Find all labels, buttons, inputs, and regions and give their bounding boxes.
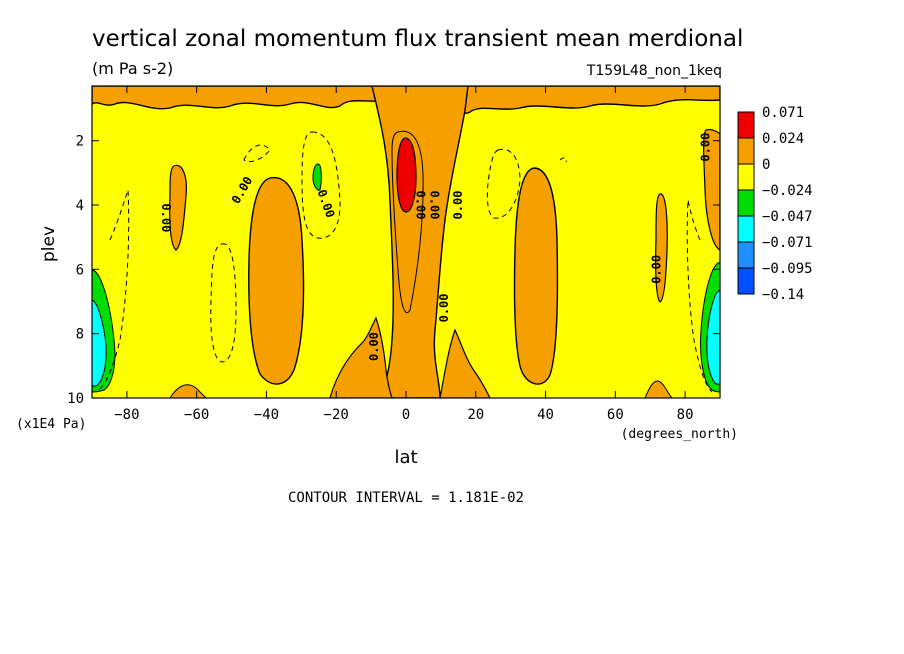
legend-swatch	[737, 137, 755, 165]
y-tick-label: 8	[76, 327, 84, 343]
fill-sh-tongue	[169, 164, 187, 251]
chart-units: (m Pa s-2)	[92, 59, 173, 78]
legend-label: −0.024	[762, 183, 813, 199]
dashed-contour-nh-edge	[686, 199, 713, 393]
legend-label: −0.071	[762, 235, 813, 251]
fill-lower-nh	[439, 328, 491, 398]
x-tick-label: −80	[114, 407, 139, 423]
color-legend: 0.071 0.024 0 −0.024 −0.047 −0.071 −0.095 −0.14	[737, 105, 813, 303]
legend-label: −0.095	[762, 261, 813, 277]
contour-equator-inner	[391, 130, 424, 313]
contour-label: 0.00	[451, 191, 465, 220]
chart-title: vertical zonal momentum flux transient m…	[92, 26, 743, 52]
legend-label: −0.047	[762, 209, 813, 225]
y-tick-label: 10	[67, 391, 84, 407]
dashed-contour-nh-upper	[486, 148, 521, 219]
dataset-label: T159L48_non_1keq	[586, 63, 722, 79]
fill-green-spot	[312, 163, 322, 191]
fill-sh-polar-cyan	[92, 299, 107, 387]
legend-swatch	[737, 215, 755, 243]
contour-label: 0.00	[650, 255, 664, 284]
legend-label: −0.14	[762, 287, 804, 303]
contour-label: 0.00	[437, 293, 451, 322]
y-axis-units: (x1E4 Pa)	[16, 417, 86, 432]
contour-label: 0.00	[427, 191, 441, 220]
contour-interval: CONTOUR INTERVAL = 1.181E-02	[288, 490, 524, 506]
x-tick-label: 40	[537, 407, 554, 423]
x-tick-label: −40	[254, 407, 279, 423]
y-axis-label: plev	[39, 226, 59, 262]
fill-sh-midlat	[248, 176, 305, 385]
y-tick-label: 2	[76, 134, 84, 150]
y-tick-label: 4	[76, 198, 84, 214]
contour-label: 0.00	[413, 191, 427, 220]
dashed-contour-sh-mid	[210, 243, 237, 363]
x-tick-label: 80	[677, 407, 694, 423]
contour-label: 0.00	[159, 203, 173, 232]
legend-swatch	[737, 189, 755, 217]
y-tick-label: 6	[76, 262, 84, 278]
x-axis: −80 −60 −40 −20 0 20 40 60 80	[114, 86, 694, 423]
plot-area: 0.00 0.000.000.000.00 0.00 0.000.000.000.00	[91, 85, 721, 399]
contour-label: 0.00	[699, 133, 713, 162]
x-tick-label: −60	[184, 407, 209, 423]
x-tick-label: 0	[402, 407, 410, 423]
legend-label: 0	[762, 157, 770, 173]
legend-label: 0.024	[762, 131, 804, 147]
fill-bottom-nh	[644, 380, 673, 398]
fill-lower-sh	[329, 316, 393, 398]
dashed-contour-sh-upper	[243, 144, 271, 163]
fill-nh-midlat	[513, 167, 559, 385]
x-axis-units: (degrees_north)	[621, 427, 738, 442]
fill-nh-edge	[703, 128, 720, 251]
legend-swatch	[737, 111, 755, 139]
negative-contours	[95, 131, 713, 393]
contour-fills	[92, 86, 720, 398]
fill-equator-max	[396, 137, 417, 213]
fill-nh-tongue	[655, 193, 668, 303]
y-axis: 2 4 6 8 10	[67, 134, 720, 407]
legend-label: 0.071	[762, 105, 804, 121]
fill-nh-polar-cyan	[706, 289, 720, 385]
x-tick-label: 60	[607, 407, 624, 423]
contour-label: 0.00	[367, 332, 381, 361]
legend-swatch	[737, 267, 755, 295]
x-tick-label: 20	[467, 407, 484, 423]
x-tick-label: −20	[324, 407, 349, 423]
legend-swatch	[737, 163, 755, 191]
dashed-contour-sh-edge	[95, 189, 130, 393]
dashed-contour-sh-cap	[301, 131, 341, 239]
dashed-contour-nh-tip	[559, 157, 567, 163]
legend-swatch	[737, 241, 755, 269]
x-axis-label: lat	[394, 447, 417, 468]
